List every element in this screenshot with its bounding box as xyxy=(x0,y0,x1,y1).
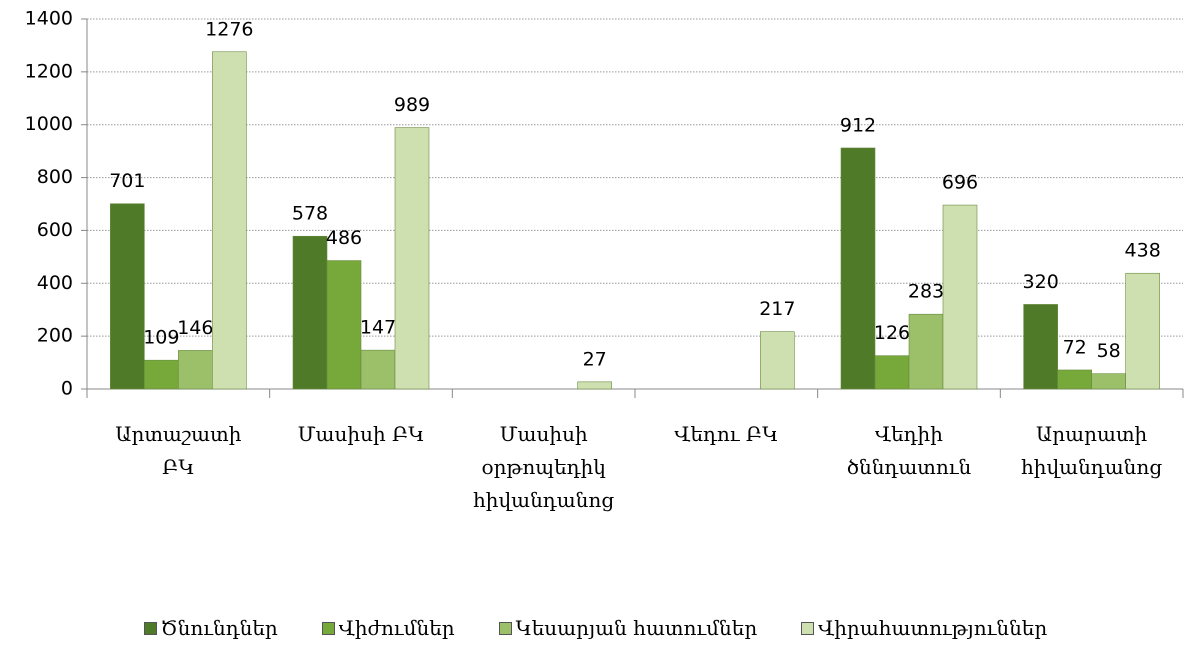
data-label: 320 xyxy=(1023,271,1059,293)
data-label: 126 xyxy=(874,322,910,344)
bar xyxy=(394,127,430,390)
y-tick-label: 1000 xyxy=(25,113,73,135)
legend: Ծնունդներ Վիժումներ Կեսարյան հատումներ Վիրա… xyxy=(0,616,1191,640)
y-tick-label: 0 xyxy=(61,378,73,400)
bar xyxy=(840,147,876,390)
x-tick-label: Արարատի հիվանդանոց xyxy=(1021,422,1163,479)
data-label: 989 xyxy=(394,94,430,116)
y-tick-label: 1200 xyxy=(25,60,73,82)
data-label: 72 xyxy=(1063,336,1087,358)
data-label: 696 xyxy=(942,172,978,194)
y-tick-label: 800 xyxy=(37,166,73,188)
bar xyxy=(144,359,179,390)
bar xyxy=(760,331,795,390)
bar xyxy=(212,51,247,390)
legend-item: Կեսարյան հատումներ xyxy=(498,616,758,640)
data-label: 438 xyxy=(1125,240,1161,262)
legend-item: Վիժումներ xyxy=(321,616,455,640)
bar xyxy=(292,235,328,390)
bar xyxy=(1057,369,1092,390)
legend-label: Ծնունդներ xyxy=(160,616,278,640)
y-tick-label: 1400 xyxy=(25,8,73,30)
legend-swatch xyxy=(801,621,815,635)
bar xyxy=(110,203,145,390)
y-tick-label: 600 xyxy=(37,219,73,241)
bar xyxy=(874,355,910,390)
bar xyxy=(577,381,612,390)
data-label: 109 xyxy=(143,327,179,349)
legend-label: Կեսարյան հատումներ xyxy=(515,616,758,640)
data-label: 1276 xyxy=(205,18,253,40)
data-label: 58 xyxy=(1097,340,1121,362)
data-label: 912 xyxy=(840,114,876,136)
bar xyxy=(1091,373,1126,390)
x-tick-label: Վեդիի ծննդատուն xyxy=(846,422,972,479)
bar xyxy=(1023,304,1058,390)
legend-swatch xyxy=(321,621,335,635)
legend-label: Վիժումներ xyxy=(338,616,455,640)
data-label: 486 xyxy=(326,227,362,249)
x-tick-label: Մասիսի ԲԿ xyxy=(297,422,425,446)
bar xyxy=(1125,272,1160,390)
legend-swatch xyxy=(143,621,157,635)
bar xyxy=(178,350,213,390)
bar xyxy=(942,204,978,390)
x-tick-label: Մասիսի օրթոպեդիկ հիվանդանոց xyxy=(473,422,615,512)
legend-item: Վիրահատություններ xyxy=(801,616,1047,640)
x-tick-label: Վեդու ԲԿ xyxy=(674,422,779,446)
data-label: 578 xyxy=(292,203,328,225)
legend-item: Ծնունդներ xyxy=(143,616,278,640)
y-tick-label: 400 xyxy=(37,272,73,294)
data-label: 146 xyxy=(177,317,213,339)
data-label: 283 xyxy=(908,281,944,303)
legend-swatch xyxy=(498,621,512,635)
bar xyxy=(360,349,396,390)
data-label: 701 xyxy=(109,170,145,192)
bar xyxy=(908,313,944,390)
data-label: 147 xyxy=(360,317,396,339)
data-label: 217 xyxy=(759,298,795,320)
x-tick-label: Արտաշատի ԲԿ xyxy=(115,422,242,479)
data-label: 27 xyxy=(583,348,607,370)
y-tick-label: 200 xyxy=(37,325,73,347)
legend-label: Վիրահատություններ xyxy=(818,616,1048,640)
bar xyxy=(326,260,362,390)
